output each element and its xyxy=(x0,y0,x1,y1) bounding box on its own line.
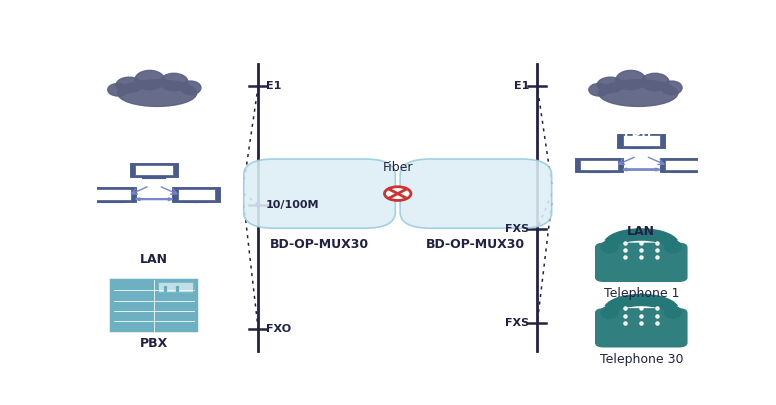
FancyBboxPatch shape xyxy=(665,160,702,170)
Text: BD-OP-MUX30: BD-OP-MUX30 xyxy=(426,238,525,251)
Text: E1: E1 xyxy=(266,81,282,91)
Text: SDH
PDH: SDH PDH xyxy=(624,111,653,139)
Ellipse shape xyxy=(664,306,681,318)
FancyArrow shape xyxy=(137,198,172,200)
Text: E1: E1 xyxy=(514,81,529,91)
Ellipse shape xyxy=(641,73,669,91)
Text: PBX: PBX xyxy=(140,337,168,350)
FancyBboxPatch shape xyxy=(595,243,688,282)
Ellipse shape xyxy=(589,83,609,96)
Ellipse shape xyxy=(616,70,646,90)
FancyBboxPatch shape xyxy=(109,278,199,333)
Text: LAN: LAN xyxy=(627,225,655,238)
Ellipse shape xyxy=(117,80,197,107)
FancyBboxPatch shape xyxy=(622,135,660,146)
FancyBboxPatch shape xyxy=(574,157,624,173)
Text: FXS: FXS xyxy=(505,224,529,234)
Text: LAN: LAN xyxy=(140,253,168,266)
FancyBboxPatch shape xyxy=(616,132,667,149)
Ellipse shape xyxy=(598,77,623,93)
FancyBboxPatch shape xyxy=(93,189,130,200)
Ellipse shape xyxy=(160,73,188,91)
Text: Fiber: Fiber xyxy=(383,161,413,174)
FancyBboxPatch shape xyxy=(87,186,137,202)
FancyBboxPatch shape xyxy=(135,165,173,175)
FancyArrow shape xyxy=(137,198,172,200)
FancyBboxPatch shape xyxy=(178,189,215,200)
FancyBboxPatch shape xyxy=(400,159,552,228)
FancyBboxPatch shape xyxy=(171,186,221,202)
Ellipse shape xyxy=(181,81,201,94)
FancyArrow shape xyxy=(623,168,659,171)
FancyBboxPatch shape xyxy=(659,157,708,173)
Text: Telephone 30: Telephone 30 xyxy=(600,353,683,366)
FancyBboxPatch shape xyxy=(580,160,618,170)
Text: 10/100M: 10/100M xyxy=(266,200,320,209)
Ellipse shape xyxy=(601,306,618,318)
FancyArrow shape xyxy=(623,168,659,171)
Text: BD-OP-MUX30: BD-OP-MUX30 xyxy=(270,238,369,251)
Ellipse shape xyxy=(108,83,128,96)
Ellipse shape xyxy=(664,241,681,253)
Ellipse shape xyxy=(601,241,618,253)
Text: FXO: FXO xyxy=(266,324,291,334)
FancyBboxPatch shape xyxy=(129,162,179,178)
Circle shape xyxy=(384,187,411,200)
FancyBboxPatch shape xyxy=(595,308,688,347)
Ellipse shape xyxy=(598,80,678,107)
Ellipse shape xyxy=(135,70,165,90)
Ellipse shape xyxy=(116,77,142,93)
Text: SDH
PDH: SDH PDH xyxy=(143,111,171,139)
FancyBboxPatch shape xyxy=(244,159,395,228)
Text: FXS: FXS xyxy=(505,318,529,328)
FancyBboxPatch shape xyxy=(158,282,192,292)
Text: Telephone 1: Telephone 1 xyxy=(604,287,679,300)
Ellipse shape xyxy=(662,81,682,94)
